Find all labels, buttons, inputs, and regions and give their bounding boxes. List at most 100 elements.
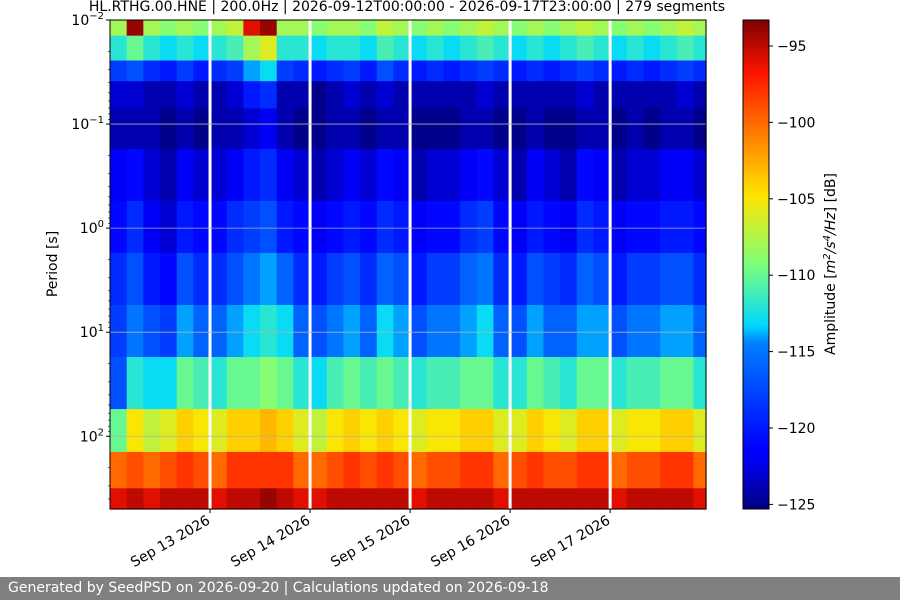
heatmap-cell [460,200,478,254]
heatmap-cell [193,60,211,82]
heatmap-cell [110,451,128,489]
heatmap-cell [676,488,695,510]
heatmap-cell [626,451,645,489]
heatmap-cell [343,81,361,110]
heatmap-cell [526,200,545,254]
heatmap-cell [293,304,311,358]
heatmap-cell [176,148,194,202]
heatmap-cell [593,60,611,82]
heatmap-cell [576,357,595,410]
heatmap-cell [243,357,261,410]
heatmap-cell [443,60,461,82]
heatmap-cell [226,108,244,150]
heatmap-cell [510,357,528,410]
heatmap-cell [276,148,294,202]
heatmap-cell [693,60,707,82]
heatmap-cell [393,451,411,489]
heatmap-cell [126,304,144,358]
heatmap-cell [560,81,578,110]
heatmap-cell [576,304,595,358]
heatmap-cell [610,200,628,254]
heatmap-cell [460,148,478,202]
heatmap-cell [576,20,595,37]
heatmap-cell [526,35,545,62]
heatmap-cell [643,108,661,150]
heatmap-cell [443,451,461,489]
heatmap-cell [143,252,161,306]
heatmap-cell [193,409,211,453]
footer-status: Generated by SeedPSD on 2026-09-20 | Cal… [0,577,900,600]
heatmap-cell [660,108,678,150]
heatmap-cell [576,488,595,510]
heatmap-cell [443,357,461,410]
heatmap-cell [176,108,194,150]
heatmap-cell [226,409,244,453]
heatmap-cell [543,252,561,306]
heatmap-cell [210,60,228,82]
heatmap-cell [460,81,478,110]
heatmap-cell [143,304,161,358]
heatmap-cell [143,200,161,254]
heatmap-cell [426,357,445,410]
heatmap-cell [443,252,461,306]
heatmap-cell [693,409,707,453]
heatmap-cell [476,81,495,110]
heatmap-cell [326,252,344,306]
heatmap-cell [260,304,278,358]
heatmap-cell [176,200,194,254]
heatmap-cell [260,148,278,202]
heatmap-cell [493,409,511,453]
heatmap-cell [660,357,678,410]
heatmap-cell [460,108,478,150]
heatmap-cell [410,357,428,410]
heatmap-cell [610,451,628,489]
heatmap-cell [176,451,194,489]
heatmap-cell [276,20,294,37]
heatmap-cell [660,451,678,489]
heatmap-cell [476,20,495,37]
heatmap-cell [360,148,378,202]
heatmap-cell [593,81,611,110]
heatmap-cell [476,304,495,358]
heatmap-cell [110,304,128,358]
heatmap-cell [676,148,695,202]
heatmap-cell [393,409,411,453]
heatmap-cell [626,488,645,510]
heatmap-cell [126,60,144,82]
heatmap-cell [393,35,411,62]
heatmap-cell [676,200,695,254]
heatmap-cell [476,35,495,62]
heatmap-cell [676,60,695,82]
heatmap-cell [326,357,344,410]
heatmap-cell [210,488,228,510]
heatmap-cell [376,81,395,110]
heatmap-cell [643,252,661,306]
heatmap-cell [693,451,707,489]
heatmap-cell [443,81,461,110]
heatmap-cell [126,20,144,37]
heatmap-cell [543,451,561,489]
heatmap-cell [160,357,178,410]
heatmap-cell [643,60,661,82]
heatmap-cell [360,81,378,110]
heatmap-cell [310,81,328,110]
heatmap-cell [226,60,244,82]
heatmap-cell [343,409,361,453]
heatmap-cell [526,304,545,358]
heatmap-cell [210,451,228,489]
heatmap-cell [243,35,261,62]
heatmap-cell [193,200,211,254]
heatmap-cell [226,252,244,306]
heatmap-cell [676,20,695,37]
heatmap-cell [526,451,545,489]
heatmap-cell [410,304,428,358]
heatmap-cell [560,200,578,254]
heatmap-cell [543,81,561,110]
heatmap-cell [610,304,628,358]
heatmap-cell [193,488,211,510]
heatmap-cell [360,409,378,453]
heatmap-cell [110,200,128,254]
heatmap-cell [510,409,528,453]
data-gaps [208,20,612,509]
heatmap-cell [360,200,378,254]
